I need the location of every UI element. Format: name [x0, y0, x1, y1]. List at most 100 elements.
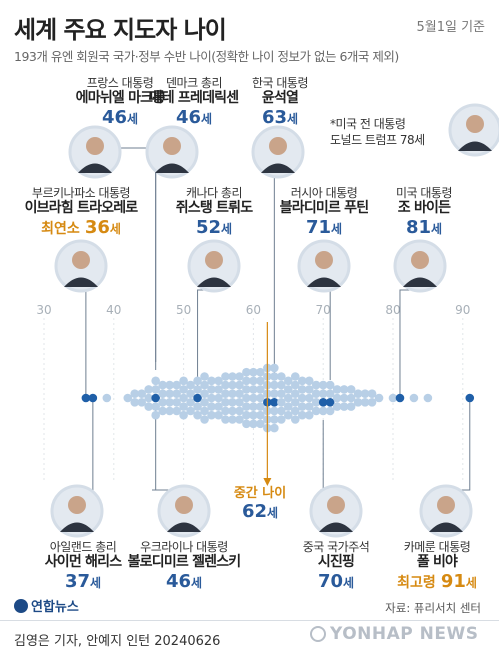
leader-role: 캐나다 총리: [185, 186, 243, 200]
age-dot: [270, 423, 279, 433]
leader-age: 37세: [64, 571, 102, 593]
age-dot: [207, 402, 216, 411]
logo-icon: [14, 599, 28, 613]
suit-icon: [197, 277, 231, 287]
suit-icon: [60, 522, 94, 532]
age-dot: [242, 410, 251, 420]
age-dot: [297, 410, 307, 420]
x-tick-label: 80: [385, 303, 400, 317]
leader-name: 폴 비야: [416, 554, 458, 571]
age-dot: [277, 389, 286, 399]
age-dot: [249, 367, 258, 377]
age-dot: [158, 398, 167, 407]
leader-name: 사이먼 해리스: [44, 554, 122, 571]
x-tick-labels: 30 40 50 60 70 80 90: [36, 303, 470, 317]
age-dot: [374, 393, 384, 403]
leader-france: 프랑스 대통령 에마뉘엘 마크롱 46세: [45, 76, 195, 129]
age-dot: [214, 410, 223, 420]
leader-canada: 캐나다 총리 쥐스탱 트뤼도 52세: [139, 186, 289, 239]
photo-biya: [419, 484, 473, 538]
face-icon: [411, 251, 429, 269]
age-dot: [214, 393, 223, 403]
age-dot: [290, 389, 300, 399]
age-dot: [137, 389, 147, 399]
face-icon: [175, 496, 193, 514]
leader-role: 아일랜드 총리: [49, 540, 117, 554]
age-dot: [290, 406, 300, 416]
age-dot: [256, 385, 265, 394]
credit-line: 김영은 기자, 안예지 인턴 20240626: [14, 634, 221, 649]
age-dot: [332, 393, 342, 403]
face-icon: [68, 496, 86, 514]
leader-cameroon: 카메룬 대통령 폴 비야 최고령 91세: [362, 540, 499, 593]
age-dot: [249, 419, 258, 429]
age-dot: [284, 385, 293, 394]
leader-role: 덴마크 총리: [165, 76, 223, 90]
face-icon: [437, 496, 455, 514]
leader-age: 81세: [405, 217, 443, 239]
age-dot: [228, 372, 237, 381]
age-dot: [88, 393, 98, 403]
age-dot: [304, 410, 314, 420]
connector-line: [81, 285, 87, 396]
age-dot: [179, 376, 188, 386]
age-dot: [151, 402, 160, 411]
age-dot: [284, 402, 293, 411]
x-tick-label: 50: [176, 303, 191, 317]
age-dot: [318, 398, 328, 407]
watermark-icon: [310, 626, 326, 642]
age-dot: [242, 419, 251, 429]
age-dot: [200, 389, 209, 399]
leader-connectors: [50, 103, 499, 538]
leader-age: 71세: [305, 217, 343, 239]
age-dot: [151, 376, 160, 386]
age-dot: [290, 372, 300, 381]
age-dot: [123, 393, 133, 403]
age-dot: [277, 415, 286, 424]
age-dot: [158, 389, 167, 399]
age-dot: [235, 398, 244, 407]
connector-line: [83, 400, 94, 491]
photo-yoon: [251, 125, 305, 179]
oldest-tag: 최고령: [397, 575, 436, 592]
age-dot: [193, 410, 202, 420]
age-dot: [325, 380, 335, 390]
age-dot: [165, 389, 174, 399]
age-dot: [318, 389, 328, 399]
age-dot: [242, 385, 251, 394]
age-dot: [179, 393, 188, 403]
age-dot: [409, 393, 419, 403]
age-dot: [193, 376, 202, 386]
age-dot: [228, 406, 237, 416]
connector-line: [120, 147, 157, 362]
age-dot: [297, 385, 307, 394]
leader-role: 중국 국가주석: [302, 540, 370, 554]
age-dot: [284, 393, 293, 403]
age-dot: [144, 393, 153, 403]
age-dot: [221, 415, 230, 424]
age-dot: [200, 372, 209, 381]
age-dot: [270, 398, 279, 407]
connector-line: [155, 147, 194, 370]
age-dot: [277, 406, 286, 416]
age-dot: [360, 389, 370, 399]
age-dot: [221, 389, 230, 399]
leader-russia: 러시아 대통령 블라디미르 푸틴 71세: [249, 186, 399, 239]
connector-line: [454, 398, 471, 491]
age-dot: [200, 398, 209, 407]
age-dot: [249, 410, 258, 420]
subtitle: 193개 유엔 회원국 국가·정부 수반 나이(정확한 나이 정보가 없는 6개…: [14, 49, 399, 64]
leader-role: 카메룬 대통령: [403, 540, 471, 554]
age-dot: [179, 402, 188, 411]
age-dot: [102, 393, 112, 403]
watermark: YONHAP NEWS: [310, 624, 478, 644]
age-dot: [158, 406, 167, 416]
age-dot: [256, 376, 265, 386]
age-dot: [297, 402, 307, 411]
age-dot: [186, 389, 195, 399]
age-dot: [235, 415, 244, 424]
age-dot: [179, 410, 188, 420]
median-age: 62세: [241, 500, 279, 522]
age-dot: [270, 415, 279, 424]
suit-icon: [167, 522, 201, 532]
